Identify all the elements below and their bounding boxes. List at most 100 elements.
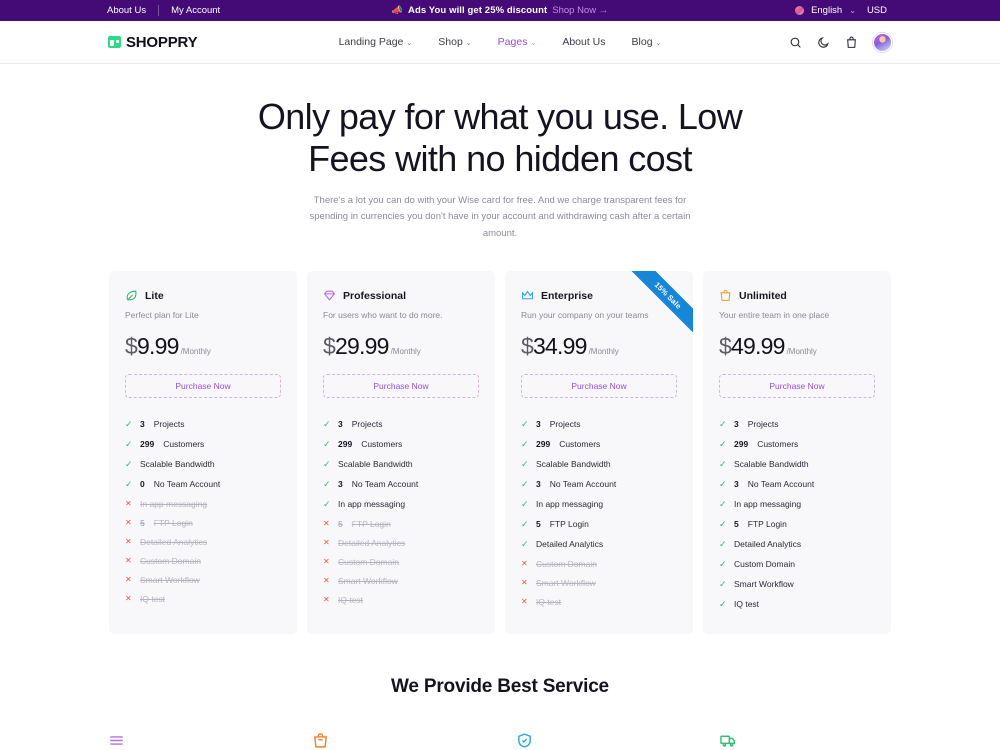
plan-description: Perfect plan for Lite (125, 310, 199, 321)
check-icon: ✓ (521, 518, 529, 529)
ad-text: Ads You will get 25% discount (407, 5, 548, 16)
feature-row: ✓ Custom Domain (719, 554, 875, 574)
feature-row: ✕ IQ test (323, 590, 479, 609)
chevron-down-icon[interactable]: ⌄ (849, 6, 856, 15)
feature-row: ✕ Custom Domain (521, 554, 677, 573)
price-currency: $ (125, 333, 138, 360)
hero-section: Only pay for what you use. Low Fees with… (0, 64, 1000, 242)
feature-text: No Team Account (351, 479, 419, 490)
language-selector-label[interactable]: English (811, 5, 843, 16)
topbar-link-my-account[interactable]: My Account (171, 5, 221, 16)
check-icon: ✓ (719, 418, 727, 429)
nav-item-blog[interactable]: Blog ⌄ (632, 36, 662, 48)
feature-text: Projects (351, 419, 383, 430)
check-icon: ✓ (719, 498, 727, 509)
price-amount: 49.99 (731, 333, 785, 360)
feature-text: Projects (549, 419, 581, 430)
nav-item-landing-page[interactable]: Landing Page ⌄ (339, 36, 413, 48)
plan-price-row: $49.99 /Monthly (719, 333, 875, 360)
feature-number: 3 (536, 419, 541, 430)
shopping-bag-icon[interactable] (845, 36, 858, 49)
service-item-original-product: Original Product The original products a… (108, 732, 281, 750)
topbar-ad-banner: 📣 Ads You will get 25% discount Shop Now… (0, 5, 1000, 16)
feature-text: Scalable Bandwidth (140, 459, 215, 470)
feature-row: ✓ 299 Customers (719, 434, 875, 454)
check-icon: ✓ (521, 538, 529, 549)
feature-row: ✓ 3 No Team Account (323, 474, 479, 494)
purchase-now-button[interactable]: Purchase Now (323, 374, 479, 399)
feature-text: FTP Login (747, 519, 787, 530)
check-icon: ✓ (719, 538, 727, 549)
purchase-now-button[interactable]: Purchase Now (719, 374, 875, 399)
feature-list: ✓ 3 Projects ✓ 299 Customers ✓ Scalable Bandw… (521, 414, 677, 611)
feature-row: ✕ Smart Workflow (125, 570, 281, 589)
feature-row: ✓ 3 Projects (125, 414, 281, 434)
price-period: /Monthly (786, 347, 817, 357)
nav-item-shop[interactable]: Shop ⌄ (438, 36, 471, 48)
check-icon: ✓ (323, 438, 331, 449)
feature-row: ✕ Custom Domain (125, 551, 281, 570)
feature-row: ✕ In app messaging (125, 494, 281, 513)
brand-logo[interactable]: SHOPPRY (108, 34, 198, 51)
feature-text: FTP Login (351, 518, 391, 529)
feature-number: 3 (338, 419, 343, 430)
service-item-satisfaction-guarantee: Satisfaction Guarantee A great example o… (516, 732, 689, 750)
feature-row: ✓ Scalable Bandwidth (719, 454, 875, 474)
feature-number: 0 (140, 479, 145, 490)
feature-text: Customers (361, 439, 403, 450)
feature-row: ✓ 3 No Team Account (521, 474, 677, 494)
avatar[interactable] (873, 32, 892, 52)
announcement-topbar: About Us My Account 📣 Ads You will get 2… (0, 0, 1000, 21)
feature-row: ✕ Detailed Analytics (323, 533, 479, 552)
topbar-link-about-us[interactable]: About Us (107, 5, 147, 16)
price-period: /Monthly (588, 347, 619, 357)
cross-icon: ✕ (323, 576, 330, 586)
feature-text: Scalable Bandwidth (536, 459, 611, 470)
check-icon: ✓ (125, 458, 133, 469)
search-icon[interactable] (789, 36, 802, 49)
feature-text: FTP Login (549, 519, 589, 530)
check-icon: ✓ (719, 578, 727, 589)
feature-row: ✕ Custom Domain (323, 552, 479, 571)
nav-label: About Us (562, 36, 606, 48)
purchase-now-button[interactable]: Purchase Now (521, 374, 677, 399)
dark-mode-moon-icon[interactable] (817, 36, 830, 49)
feature-number: 5 (536, 519, 541, 530)
feature-number: 3 (338, 479, 343, 490)
leaf-icon (126, 290, 137, 301)
pricing-card-lite[interactable]: Lite Perfect plan for Lite $9.99 /Monthl… (109, 271, 297, 635)
feature-text: No Team Account (153, 479, 221, 490)
check-icon: ✓ (719, 458, 727, 469)
check-icon: ✓ (719, 438, 727, 449)
currency-selector-label[interactable]: USD (866, 5, 887, 16)
purchase-now-button[interactable]: Purchase Now (125, 374, 281, 399)
plan-header: Lite (125, 289, 281, 302)
check-icon: ✓ (521, 478, 529, 489)
nav-item-pages[interactable]: Pages ⌄ (498, 36, 537, 48)
delivery-truck-icon (719, 732, 892, 750)
check-icon: ✓ (521, 438, 529, 449)
feature-row: ✕ 5 FTP Login (323, 514, 479, 533)
feature-number: 3 (734, 419, 739, 430)
feature-number: 299 (338, 439, 353, 450)
check-icon: ✓ (719, 518, 727, 529)
feature-row: ✓ 3 Projects (719, 414, 875, 434)
pricing-card-enterprise[interactable]: 15% Sale Enterprise Run your company on … (505, 271, 693, 635)
feature-number: 299 (536, 439, 551, 450)
check-icon: ✓ (719, 558, 727, 569)
feature-text: Custom Domain (140, 555, 201, 566)
plan-header: Unlimited (719, 289, 875, 302)
feature-text: IQ test (140, 593, 166, 604)
feature-text: No Team Account (549, 479, 617, 490)
feature-text: Custom Domain (536, 558, 597, 569)
nav-item-about-us[interactable]: About Us (562, 36, 605, 48)
feature-row: ✓ IQ test (719, 594, 875, 614)
pricing-card-unlimited[interactable]: Unlimited Your entire team in one place … (703, 271, 891, 635)
pricing-card-professional[interactable]: Professional For users who want to do mo… (307, 271, 495, 635)
feature-row: ✓ In app messaging (323, 494, 479, 514)
plan-description: Run your company on your teams (521, 310, 649, 321)
shop-now-link[interactable]: Shop Now → (552, 5, 609, 16)
nav-label: Pages (497, 36, 528, 48)
topbar-divider (158, 5, 160, 16)
cross-icon: ✕ (521, 578, 528, 588)
